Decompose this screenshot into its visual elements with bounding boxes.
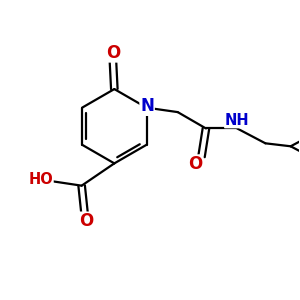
Text: O: O (188, 155, 202, 173)
Text: HO: HO (28, 172, 53, 187)
Text: N: N (140, 97, 154, 115)
Text: O: O (79, 212, 93, 230)
Text: O: O (106, 44, 120, 62)
Text: NH: NH (225, 112, 250, 128)
